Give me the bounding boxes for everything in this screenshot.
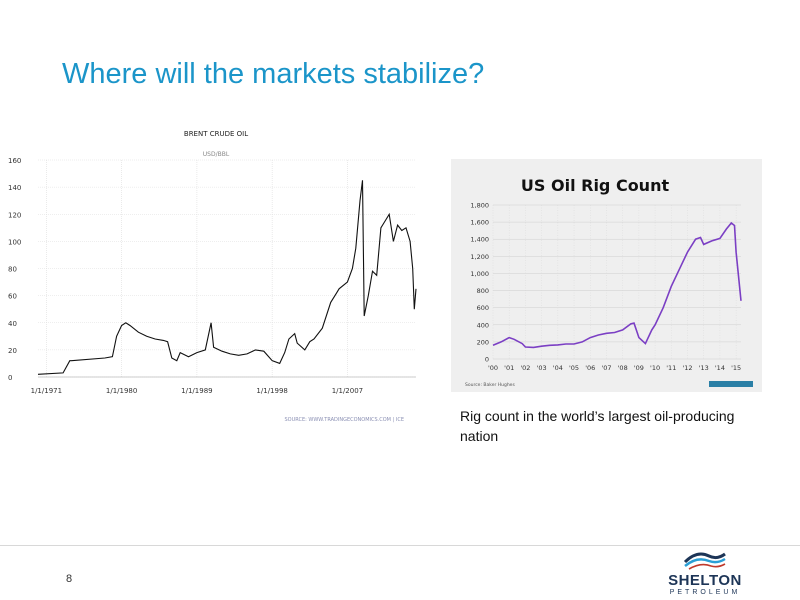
brent-y-tick-label: 140 <box>8 184 21 192</box>
shelton-logo: SHELTON PETROLEUM <box>660 548 750 598</box>
rig-x-tick-label: '05 <box>569 364 579 372</box>
rig-y-tick-labels: 0 200 400 600 800 1,000 1,200 1,400 1,600 1,800 <box>470 202 489 364</box>
rig-count-caption: Rig count in the world’s largest oil-pro… <box>460 408 735 444</box>
rig-x-tick-label: '08 <box>618 364 628 372</box>
brent-y-tick-label: 0 <box>8 374 12 382</box>
rig-y-tick-label: 1,800 <box>470 202 489 210</box>
rig-brand-badge <box>709 381 753 387</box>
page-number: 8 <box>66 573 73 585</box>
rig-y-tick-label: 1,200 <box>470 253 489 261</box>
brent-y-tick-label: 160 <box>8 157 21 165</box>
brent-x-tick-label: 1/1/1971 <box>31 387 62 395</box>
brent-gridlines <box>38 159 416 378</box>
brent-x-tick-label: 1/1/1989 <box>181 387 212 395</box>
rig-x-tick-label: '12 <box>682 364 692 372</box>
brent-y-tick-labels: 0 20 40 60 80 100 120 140 160 <box>8 157 21 382</box>
brent-x-tick-label: 1/1/1998 <box>256 387 287 395</box>
rig-x-tick-label: '09 <box>634 364 644 372</box>
rig-y-tick-label: 200 <box>477 338 489 346</box>
rig-chart-source: Source: Baker Hughes <box>465 382 515 388</box>
brent-x-tick-labels: 1/1/1971 1/1/1980 1/1/1989 1/1/1998 1/1/2007 <box>31 387 364 395</box>
rig-chart-title: US Oil Rig Count <box>521 176 670 195</box>
rig-x-tick-label: '00 <box>488 364 498 372</box>
brent-y-tick-label: 120 <box>8 211 21 219</box>
brent-x-tick-label: 1/1/1980 <box>106 387 137 395</box>
rig-y-tick-label: 0 <box>485 356 489 364</box>
brent-y-tick-label: 20 <box>8 347 17 355</box>
brent-crude-chart: BRENT CRUDE OIL USD/BBL 0 20 40 60 80 100 120 1… <box>8 130 417 423</box>
wave-logo-icon <box>683 552 726 570</box>
brent-y-tick-label: 60 <box>8 293 17 301</box>
rig-count-chart: US Oil Rig Count 0 200 400 600 800 1,000 1,200… <box>465 176 753 388</box>
rig-x-tick-label: '11 <box>666 364 676 372</box>
brent-y-tick-label: 100 <box>8 238 21 246</box>
rig-gridlines <box>492 204 741 360</box>
brent-chart-title: BRENT CRUDE OIL <box>184 130 248 138</box>
brent-chart-source: SOURCE: WWW.TRADINGECONOMICS.COM | ICE <box>285 417 405 423</box>
logo-subtitle: PETROLEUM <box>669 589 741 596</box>
slide-title: Where will the markets stabilize? <box>62 58 485 90</box>
rig-x-tick-label: '07 <box>601 364 611 372</box>
rig-count-line <box>492 221 742 349</box>
rig-x-tick-label: '10 <box>650 364 660 372</box>
rig-y-tick-label: 1,000 <box>470 270 489 278</box>
rig-x-tick-label: '06 <box>585 364 595 372</box>
logo-wordmark: SHELTON <box>668 572 742 589</box>
brent-y-tick-label: 40 <box>8 320 17 328</box>
rig-x-tick-labels: '00 '01 '02 '03 '04 '05 '06 '07 '08 '09 '10 '11 '12 '… <box>488 364 741 372</box>
brent-chart-subtitle: USD/BBL <box>203 151 230 158</box>
rig-y-tick-label: 1,400 <box>470 236 489 244</box>
brent-x-tick-label: 1/1/2007 <box>332 387 363 395</box>
rig-y-tick-label: 1,600 <box>470 219 489 227</box>
brent-y-tick-label: 80 <box>8 266 17 274</box>
rig-y-tick-label: 800 <box>477 287 489 295</box>
rig-y-tick-label: 400 <box>477 321 489 329</box>
rig-x-tick-label: '04 <box>553 364 563 372</box>
rig-x-tick-label: '03 <box>537 364 547 372</box>
brent-price-line <box>37 180 417 375</box>
footer-divider <box>0 545 800 546</box>
rig-x-tick-label: '15 <box>731 364 741 372</box>
rig-count-panel: US Oil Rig Count 0 200 400 600 800 1,000 1,200… <box>451 159 762 392</box>
rig-y-tick-label: 600 <box>477 304 489 312</box>
rig-x-tick-label: '14 <box>715 364 725 372</box>
rig-x-tick-label: '02 <box>520 364 530 372</box>
rig-x-tick-label: '01 <box>504 364 514 372</box>
rig-x-tick-label: '13 <box>699 364 709 372</box>
